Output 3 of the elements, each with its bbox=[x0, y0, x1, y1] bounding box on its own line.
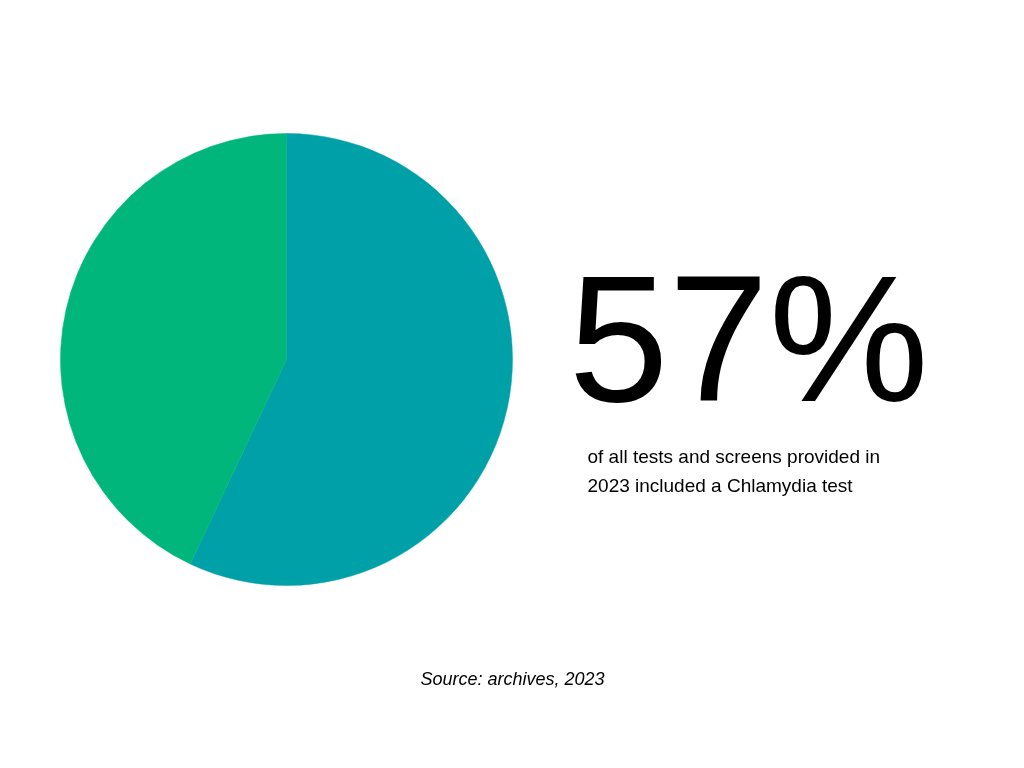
source-note: Source: archives, 2023 bbox=[420, 668, 605, 689]
text: of all tests and screens provided in 2023 included a Chlamydia test bbox=[587, 445, 881, 496]
text: 57% bbox=[568, 237, 929, 439]
